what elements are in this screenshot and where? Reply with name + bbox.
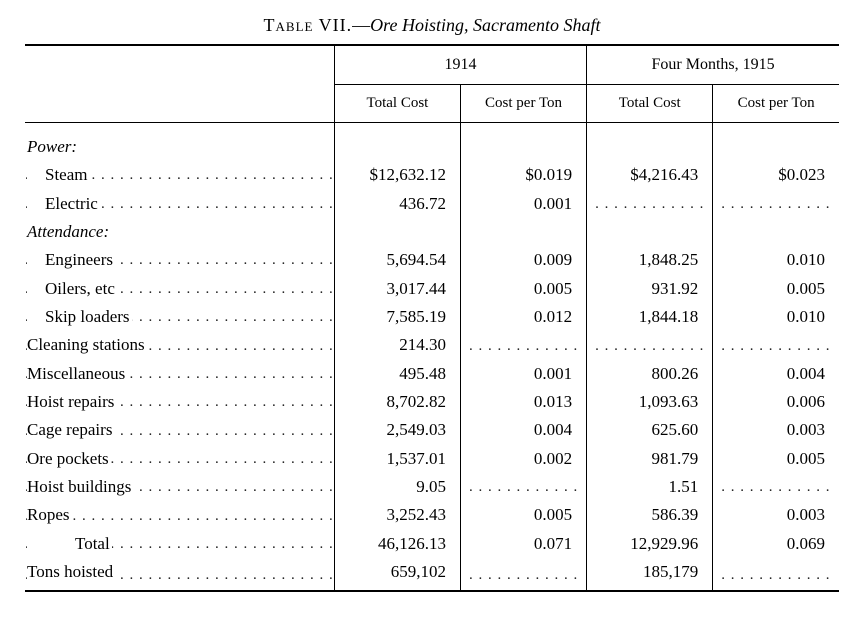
label-hoistbld: Hoist buildings [25,473,334,501]
header-total-cost-1914: Total Cost [334,85,460,123]
header-total-cost-1915: Total Cost [587,85,713,123]
title-number: Table VII. [264,15,353,35]
row-misc: Miscellaneous 495.48 0.001 800.26 0.004 [25,360,839,388]
steam-c4: $0.023 [713,161,839,189]
label-power: Power: [25,133,334,161]
electric-c3 [587,190,713,218]
table-title: Table VII.—Ore Hoisting, Sacramento Shaf… [25,15,839,36]
label-attendance: Attendance: [25,218,334,246]
header-stub [25,45,334,123]
row-hoist-repairs: Hoist repairs 8,702.82 0.013 1,093.63 0.… [25,388,839,416]
row-electric: Electric 436.72 0.001 [25,190,839,218]
row-engineers: Engineers 5,694.54 0.009 1,848.25 0.010 [25,246,839,274]
row-oilers: Oilers, etc 3,017.44 0.005 931.92 0.005 [25,275,839,303]
label-electric: Electric [25,190,334,218]
label-engineers: Engineers [25,246,334,274]
row-steam: Steam $12,632.12 $0.019 $4,216.43 $0.023 [25,161,839,189]
label-hoistrep: Hoist repairs [25,388,334,416]
electric-c1: 436.72 [334,190,460,218]
row-attendance-heading: Attendance: [25,218,839,246]
steam-c1: $12,632.12 [334,161,460,189]
label-ropes: Ropes [25,501,334,529]
label-oilers: Oilers, etc [25,275,334,303]
label-tons: Tons hoisted [25,558,334,590]
label-total: Total [25,530,334,558]
ore-hoisting-table: 1914 Four Months, 1915 Total Cost Cost p… [25,44,839,592]
row-skip-loaders: Skip loaders 7,585.19 0.012 1,844.18 0.0… [25,303,839,331]
row-cage-repairs: Cage repairs 2,549.03 0.004 625.60 0.003 [25,416,839,444]
electric-c4 [713,190,839,218]
header-1915: Four Months, 1915 [587,45,839,85]
header-1914: 1914 [334,45,586,85]
label-orepockets: Ore pockets [25,445,334,473]
row-tons-hoisted: Tons hoisted 659,102 185,179 [25,558,839,590]
row-total: Total 46,126.13 0.071 12,929.96 0.069 [25,530,839,558]
label-skip: Skip loaders [25,303,334,331]
title-dash: — [352,15,370,35]
electric-c2: 0.001 [460,190,586,218]
title-subject: Ore Hoisting, Sacramento Shaft [370,15,600,35]
label-cagerep: Cage repairs [25,416,334,444]
label-steam: Steam [25,161,334,189]
row-hoist-buildings: Hoist buildings 9.05 1.51 [25,473,839,501]
row-ropes: Ropes 3,252.43 0.005 586.39 0.003 [25,501,839,529]
label-misc: Miscellaneous [25,360,334,388]
row-power-heading: Power: [25,133,839,161]
row-cleaning: Cleaning stations 214.30 [25,331,839,359]
row-ore-pockets: Ore pockets 1,537.01 0.002 981.79 0.005 [25,445,839,473]
steam-c2: $0.019 [460,161,586,189]
steam-c3: $4,216.43 [587,161,713,189]
spacer-row [25,123,839,134]
header-row-periods: 1914 Four Months, 1915 [25,45,839,85]
label-cleaning: Cleaning stations [25,331,334,359]
header-cost-per-ton-1915: Cost per Ton [713,85,839,123]
header-cost-per-ton-1914: Cost per Ton [460,85,586,123]
